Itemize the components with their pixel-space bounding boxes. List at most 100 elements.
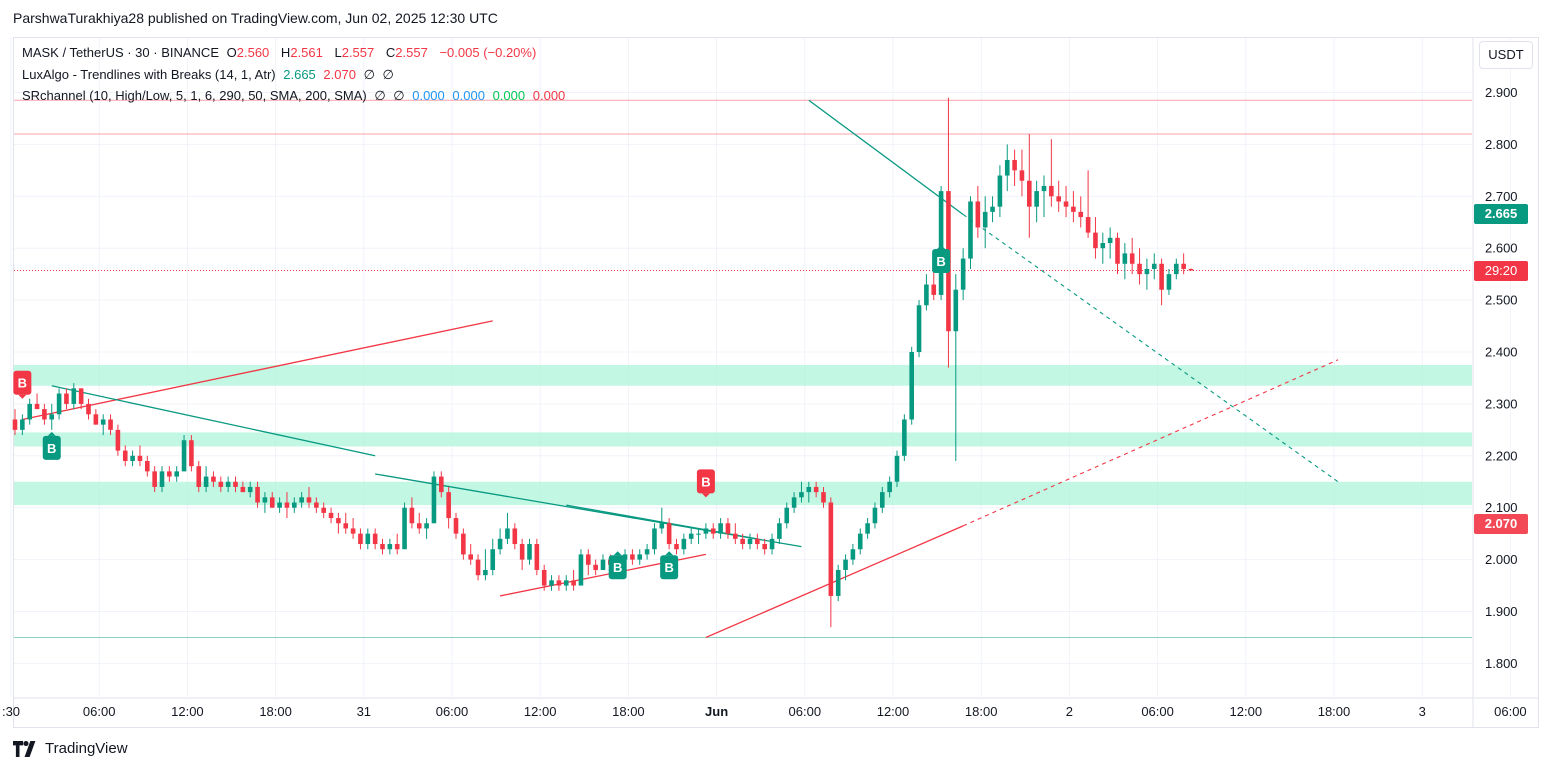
srchannel-value-5: 0.000 bbox=[492, 88, 526, 103]
candle-body bbox=[857, 533, 863, 550]
legend-symbol-row[interactable]: MASK / TetherUS · 30 · BINANCE O2.560 H2… bbox=[22, 45, 540, 60]
y-tick-label: 2.000 bbox=[1485, 552, 1518, 567]
candle-body bbox=[292, 502, 297, 508]
luxalgo-name[interactable]: LuxAlgo - Trendlines with Breaks (14, 1,… bbox=[22, 67, 276, 82]
candle-body bbox=[277, 502, 282, 508]
candle-body bbox=[27, 403, 32, 420]
srchannel-value-1: ∅ bbox=[374, 88, 386, 103]
candle-body bbox=[865, 523, 870, 534]
candle-body bbox=[740, 538, 745, 545]
axes-layer: 2.900 2.800 2.700 2.600 2.500 2.400 2.300 2.200… bbox=[2, 38, 1538, 728]
x-tick-label: 06:00 bbox=[1141, 704, 1174, 719]
candle-body bbox=[725, 523, 731, 534]
candle-body bbox=[505, 528, 510, 539]
candle-body bbox=[78, 388, 84, 404]
candle-body bbox=[387, 544, 393, 550]
candle-body bbox=[1115, 237, 1120, 264]
breakout-labels-layer: B B B B B B bbox=[13, 245, 951, 580]
luxalgo-value-2: 2.070 bbox=[323, 67, 356, 82]
candle-body bbox=[975, 201, 981, 228]
sr-zone bbox=[14, 364, 1472, 386]
candle-body bbox=[203, 476, 209, 487]
srchannel-value-3: 0.000 bbox=[412, 88, 445, 103]
candle-body bbox=[813, 486, 819, 493]
candle-body bbox=[755, 538, 760, 545]
breakout-label-text: B bbox=[664, 560, 673, 575]
candle-body bbox=[247, 486, 253, 493]
legend-indicator-luxalgo[interactable]: LuxAlgo - Trendlines with Breaks (14, 1,… bbox=[22, 67, 398, 83]
x-tick-label: 12:00 bbox=[524, 704, 557, 719]
candle-body bbox=[1151, 263, 1157, 269]
x-tick-label: 31 bbox=[357, 704, 371, 719]
trendline bbox=[51, 385, 376, 457]
srchannel-name[interactable]: SRchannel (10, High/Low, 5, 1, 6, 290, 5… bbox=[22, 88, 367, 103]
candle-body bbox=[483, 569, 488, 576]
y-tick-label: 2.800 bbox=[1485, 137, 1518, 152]
breakout-label-text: B bbox=[613, 560, 622, 575]
y-tick-label: 2.400 bbox=[1485, 345, 1518, 360]
candle-body bbox=[835, 569, 841, 596]
x-tick-label: 12:00 bbox=[1230, 704, 1263, 719]
candle-body bbox=[652, 528, 657, 550]
candle-body bbox=[1085, 217, 1091, 233]
trendline bbox=[808, 99, 964, 215]
candle-body bbox=[924, 284, 929, 306]
candle-body bbox=[1093, 232, 1098, 249]
candle-body bbox=[960, 258, 966, 290]
legend-close: 2.557 bbox=[395, 45, 428, 60]
candle-body bbox=[843, 559, 848, 570]
candle-body bbox=[563, 580, 569, 586]
candle-body bbox=[262, 497, 268, 503]
breakout-label-box bbox=[13, 370, 32, 395]
candle-body bbox=[894, 455, 900, 482]
footer-brand[interactable]: TradingView bbox=[13, 740, 128, 757]
candle-body bbox=[137, 455, 143, 461]
candle-body bbox=[416, 523, 422, 529]
trendline bbox=[705, 525, 964, 639]
currency-selector[interactable]: USDT bbox=[1479, 41, 1533, 69]
candle-body bbox=[42, 409, 47, 420]
breakout-label-text: B bbox=[701, 474, 710, 489]
candle-body bbox=[439, 476, 444, 493]
candle-body bbox=[321, 507, 326, 513]
y-tick-label: 2.500 bbox=[1485, 293, 1518, 308]
candle-body bbox=[571, 580, 576, 586]
breakout-label-pointer bbox=[18, 394, 27, 399]
candle-body bbox=[953, 289, 959, 332]
candle-body bbox=[225, 481, 231, 487]
legend-indicator-srchannel[interactable]: SRchannel (10, High/Low, 5, 1, 6, 290, 5… bbox=[22, 88, 569, 104]
candle-body bbox=[284, 502, 290, 508]
legend-high: 2.561 bbox=[290, 45, 323, 60]
candle-body bbox=[145, 460, 150, 472]
candle-body bbox=[49, 414, 55, 420]
legend-symbol[interactable]: MASK / TetherUS · 30 · BINANCE bbox=[22, 45, 219, 60]
candle-body bbox=[453, 518, 459, 534]
y-tick-label: 2.600 bbox=[1485, 241, 1518, 256]
candle-body bbox=[1137, 263, 1142, 275]
candle-body bbox=[64, 393, 69, 404]
candle-body bbox=[799, 492, 804, 498]
candle-body bbox=[527, 544, 532, 560]
candle-body bbox=[12, 419, 18, 430]
candle-body bbox=[211, 476, 216, 482]
candle-body bbox=[1107, 237, 1113, 244]
y-tick-label: 2.300 bbox=[1485, 396, 1518, 411]
srchannel-value-4: 0.000 bbox=[452, 88, 485, 103]
candle-body bbox=[108, 419, 113, 430]
y-tick-label: 1.800 bbox=[1485, 656, 1518, 671]
candle-body bbox=[1144, 268, 1150, 275]
candle-body bbox=[93, 414, 99, 425]
x-tick-label: 06:00 bbox=[1494, 704, 1527, 719]
candle-body bbox=[909, 352, 914, 420]
y-tick-label: 2.200 bbox=[1485, 448, 1518, 463]
candle-body bbox=[372, 533, 378, 545]
candle-body bbox=[1034, 191, 1039, 207]
candle-body bbox=[86, 403, 91, 415]
legend-high-label: H bbox=[280, 45, 291, 60]
candle-body bbox=[850, 549, 856, 560]
candle-body bbox=[1049, 185, 1054, 197]
candle-body bbox=[71, 388, 77, 404]
x-tick-label: 3 bbox=[1419, 704, 1426, 719]
candle-body bbox=[431, 476, 437, 524]
